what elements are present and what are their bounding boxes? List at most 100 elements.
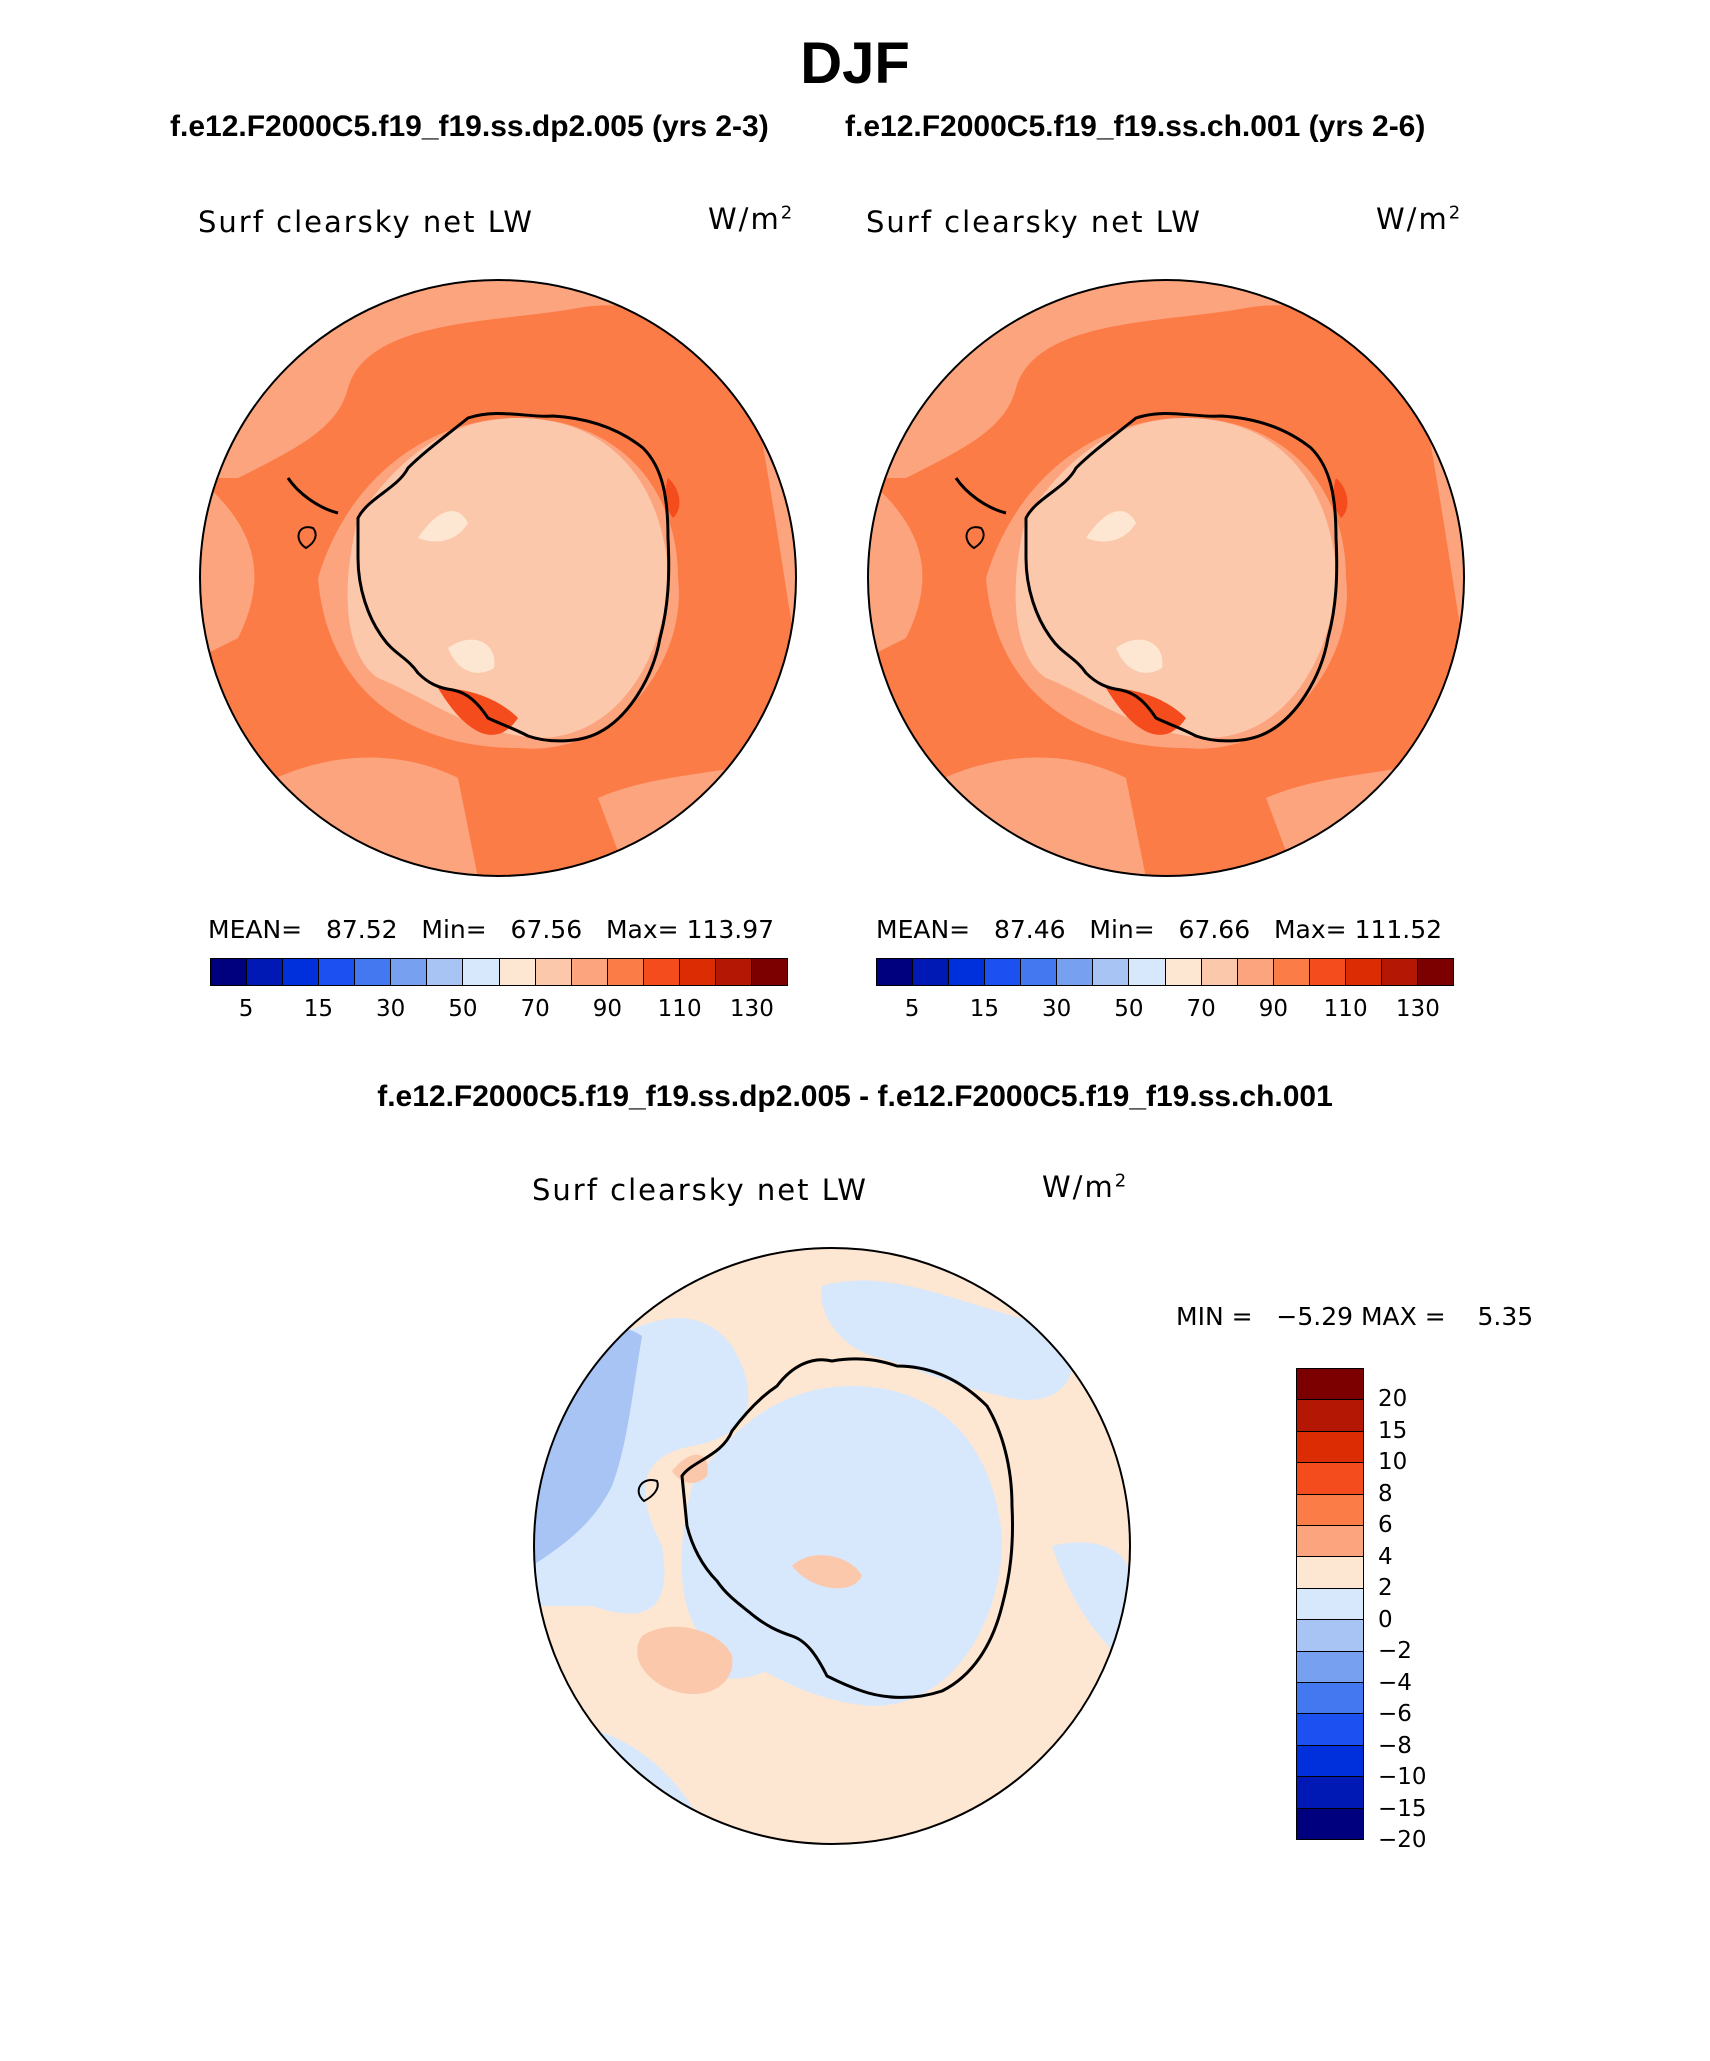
diff-colorbar-tick-label: 2 <box>1378 1575 1393 1602</box>
diff-colorbar-swatch <box>1297 1620 1363 1652</box>
right-colorbar-tick-label: 90 <box>1258 996 1289 1022</box>
left-colorbar-ticks: 5 15 30 50 70 90 110 130 <box>210 996 788 1026</box>
right-panel-unit: W/m2 <box>1376 202 1463 236</box>
case-right-title: f.e12.F2000C5.f19_f19.ss.ch.001 (yrs 2-6… <box>845 110 1426 143</box>
left-colorbar-swatch <box>211 959 248 985</box>
left-colorbar-tick-label: 30 <box>375 996 406 1022</box>
right-colorbar-tick-label: 15 <box>969 996 1000 1022</box>
right-colorbar-swatch <box>1093 959 1130 985</box>
right-colorbar-ticks: 5 15 30 50 70 90 110 130 <box>876 996 1454 1026</box>
left-colorbar-swatch <box>499 959 536 985</box>
left-polar-map <box>199 279 797 877</box>
diff-colorbar-tick-label: −15 <box>1378 1795 1427 1822</box>
left-stats: MEAN= 87.52 Min= 67.56 Max= 113.97 <box>208 915 775 944</box>
diff-colorbar <box>1296 1368 1364 1840</box>
right-colorbar-swatch <box>949 959 986 985</box>
left-colorbar-tick-label: 90 <box>592 996 623 1022</box>
season-title: DJF <box>800 31 910 96</box>
diff-colorbar-tick-label: 8 <box>1378 1480 1393 1507</box>
diff-colorbar-tick-label: 0 <box>1378 1606 1393 1633</box>
left-colorbar-tick-label: 130 <box>729 996 774 1022</box>
left-colorbar-swatch <box>751 959 787 985</box>
diff-colorbar-swatch <box>1297 1808 1363 1840</box>
right-polar-map <box>867 279 1465 877</box>
right-colorbar-swatch <box>1417 959 1453 985</box>
right-colorbar-tick-label: 50 <box>1114 996 1144 1022</box>
diff-colorbar-swatch <box>1297 1369 1363 1401</box>
diff-colorbar-tick-label: 4 <box>1378 1543 1393 1570</box>
left-colorbar <box>210 958 788 986</box>
right-colorbar-swatch <box>1381 959 1418 985</box>
difference-title: f.e12.F2000C5.f19_f19.ss.dp2.005 - f.e12… <box>377 1080 1333 1113</box>
left-colorbar-swatch <box>535 959 572 985</box>
left-colorbar-swatch <box>607 959 644 985</box>
diff-colorbar-tick-label: −6 <box>1378 1701 1412 1728</box>
diff-colorbar-swatch <box>1297 1431 1363 1464</box>
left-colorbar-swatch <box>643 959 680 985</box>
right-panel-label: Surf clearsky net LW <box>866 205 1202 239</box>
right-colorbar-tick-label: 30 <box>1041 996 1072 1022</box>
left-panel-unit: W/m2 <box>708 202 795 236</box>
diff-colorbar-ticks: 20 15 10 8 6 4 2 0 −2 −4 −6 −8 −10 −15 −20 <box>1378 1368 1478 1853</box>
diff-colorbar-swatch <box>1297 1683 1363 1715</box>
diff-colorbar-swatch <box>1297 1526 1363 1558</box>
diff-stats: MIN = −5.29 MAX = 5.35 <box>1176 1302 1534 1331</box>
left-colorbar-swatch <box>571 959 608 985</box>
left-colorbar-tick-label: 110 <box>657 996 702 1022</box>
left-colorbar-tick-label: 15 <box>303 996 334 1022</box>
diff-colorbar-swatch <box>1297 1494 1363 1527</box>
right-colorbar-swatch <box>1309 959 1346 985</box>
right-colorbar-tick-label: 5 <box>904 996 920 1022</box>
left-panel-label: Surf clearsky net LW <box>198 205 534 239</box>
diff-colorbar-tick-label: −4 <box>1378 1669 1412 1696</box>
left-colorbar-tick-label: 50 <box>448 996 478 1022</box>
diff-colorbar-swatch <box>1297 1463 1363 1495</box>
right-stats: MEAN= 87.46 Min= 67.66 Max= 111.52 <box>876 915 1443 944</box>
diff-panel-label: Surf clearsky net LW <box>532 1173 868 1207</box>
diff-colorbar-tick-label: 15 <box>1378 1417 1408 1444</box>
diff-colorbar-tick-label: −2 <box>1378 1638 1412 1665</box>
left-colorbar-swatch <box>355 959 392 985</box>
diff-colorbar-tick-label: −10 <box>1378 1764 1427 1791</box>
right-colorbar-swatch <box>877 959 914 985</box>
diff-colorbar-swatch <box>1297 1588 1363 1621</box>
diff-colorbar-tick-label: 20 <box>1378 1386 1408 1413</box>
left-colorbar-swatch <box>463 959 500 985</box>
right-colorbar-swatch <box>1165 959 1202 985</box>
diff-colorbar-tick-label: −8 <box>1378 1732 1412 1759</box>
right-colorbar-swatch <box>1237 959 1274 985</box>
left-colorbar-swatch <box>319 959 356 985</box>
diff-colorbar-swatch <box>1297 1651 1363 1684</box>
diff-colorbar-swatch <box>1297 1557 1363 1589</box>
right-colorbar-swatch <box>1345 959 1382 985</box>
right-colorbar-swatch <box>1057 959 1094 985</box>
left-colorbar-swatch <box>391 959 428 985</box>
diff-colorbar-tick-label: −20 <box>1378 1827 1427 1853</box>
diff-colorbar-tick-label: 6 <box>1378 1512 1393 1539</box>
left-colorbar-swatch <box>715 959 752 985</box>
left-colorbar-swatch <box>427 959 464 985</box>
right-colorbar-swatch <box>1021 959 1058 985</box>
right-colorbar-swatch <box>1201 959 1238 985</box>
diff-panel-unit: W/m2 <box>1042 1170 1129 1204</box>
right-colorbar-swatch <box>913 959 950 985</box>
right-colorbar-swatch <box>985 959 1022 985</box>
diff-colorbar-swatch <box>1297 1777 1363 1809</box>
left-colorbar-swatch <box>247 959 284 985</box>
left-colorbar-tick-label: 5 <box>238 996 254 1022</box>
right-colorbar-swatch <box>1273 959 1310 985</box>
left-colorbar-swatch <box>679 959 716 985</box>
right-colorbar <box>876 958 1454 986</box>
right-colorbar-tick-label: 70 <box>1186 996 1216 1022</box>
diff-colorbar-tick-label: 10 <box>1378 1449 1408 1476</box>
right-colorbar-tick-label: 110 <box>1323 996 1368 1022</box>
diff-colorbar-swatch <box>1297 1714 1363 1746</box>
right-colorbar-swatch <box>1129 959 1166 985</box>
diff-colorbar-swatch <box>1297 1400 1363 1432</box>
right-colorbar-tick-label: 130 <box>1395 996 1440 1022</box>
difference-polar-map <box>533 1247 1131 1845</box>
diff-colorbar-swatch <box>1297 1745 1363 1778</box>
left-colorbar-swatch <box>283 959 320 985</box>
case-left-title: f.e12.F2000C5.f19_f19.ss.dp2.005 (yrs 2-… <box>170 110 769 143</box>
left-colorbar-tick-label: 70 <box>520 996 550 1022</box>
